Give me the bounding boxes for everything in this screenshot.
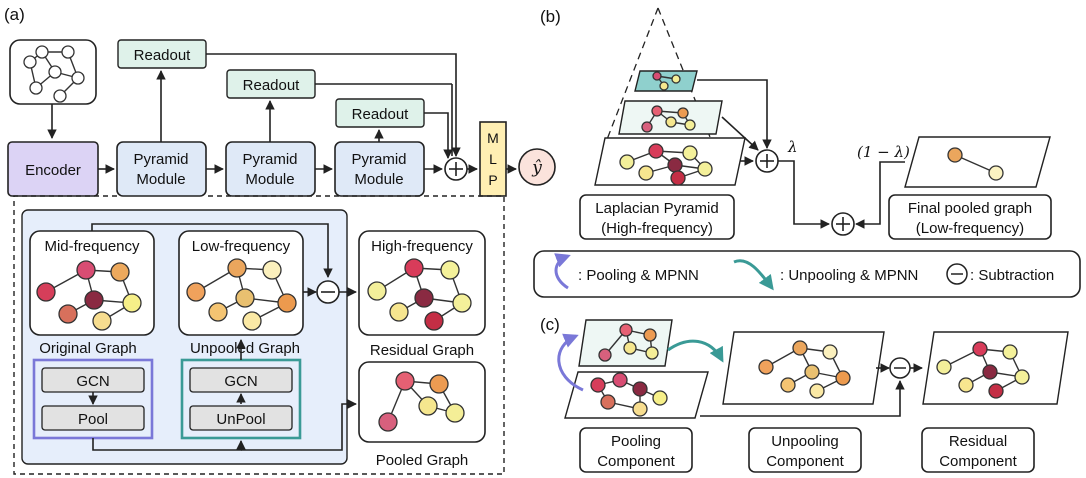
sum-operator bbox=[444, 157, 468, 181]
unpooling-component-graph bbox=[722, 331, 885, 405]
final-label-box: Final pooled graph (Low-frequency) bbox=[888, 194, 1052, 240]
pool-block: Pool bbox=[41, 405, 145, 431]
final-line1: Final pooled graph bbox=[908, 200, 1032, 217]
readout-1: Readout bbox=[117, 39, 207, 69]
pooled-graph bbox=[358, 361, 486, 443]
pool-label: Pool bbox=[78, 411, 108, 428]
legend-subtraction-text: : Subtraction bbox=[970, 267, 1054, 284]
gcn-block-pool: GCN bbox=[41, 367, 145, 393]
legend: : Pooling & MPNN : Unpooling & MPNN : Su… bbox=[533, 250, 1081, 298]
pyramid-module-3-line1: Pyramid bbox=[351, 151, 406, 168]
low-frequency-graph: Low-frequency bbox=[178, 230, 304, 336]
unpooling-arrow bbox=[667, 339, 724, 363]
legend-pooling-text: : Pooling & MPNN bbox=[578, 267, 699, 284]
laplacian-line2: (High-frequency) bbox=[601, 220, 713, 237]
high-frequency-graph: High-frequency bbox=[358, 230, 486, 336]
low-frequency-label: Low-frequency bbox=[192, 238, 291, 255]
component-subtraction-operator bbox=[889, 357, 911, 379]
unpooling-component-label: Unpooling Component bbox=[748, 427, 862, 473]
unpooled-graph-label: Unpooled Graph bbox=[190, 340, 300, 357]
gcn-label-pool: GCN bbox=[76, 373, 109, 390]
residual-graph-label: Residual Graph bbox=[370, 342, 474, 359]
residual-component-graph bbox=[922, 331, 1069, 405]
output-label: ŷ bbox=[531, 158, 542, 178]
mlp-letter-l: L bbox=[489, 151, 497, 167]
pyramid-module-2-line2: Module bbox=[245, 171, 294, 188]
laplacian-label-box: Laplacian Pyramid (High-frequency) bbox=[579, 194, 735, 240]
pooling-arrow bbox=[557, 333, 584, 392]
pooling-component-label: Pooling Component bbox=[579, 427, 693, 473]
lambda-label: λ bbox=[787, 138, 798, 156]
mlp-box: M L P bbox=[479, 121, 507, 197]
gcn-label-unpool: GCN bbox=[224, 373, 257, 390]
residual-component-line1: Residual bbox=[949, 433, 1007, 450]
unpooling-arrow-icon bbox=[733, 259, 774, 291]
pyramid-module-1-line1: Pyramid bbox=[133, 151, 188, 168]
pooling-component-line1: Pooling bbox=[611, 433, 661, 450]
unpool-block: UnPool bbox=[189, 405, 293, 431]
one-minus-lambda-label: (1 − λ) bbox=[857, 143, 910, 161]
pyramid-sum-operator bbox=[755, 149, 779, 173]
panel-label-c: (c) bbox=[540, 315, 560, 334]
pooling-arrow-icon bbox=[554, 253, 571, 290]
pyramid-module-2-line1: Pyramid bbox=[242, 151, 297, 168]
readout-1-label: Readout bbox=[134, 47, 192, 64]
encoder-label: Encoder bbox=[25, 162, 81, 179]
high-frequency-label: High-frequency bbox=[371, 238, 473, 255]
readout-2: Readout bbox=[226, 69, 316, 99]
panel-label-a: (a) bbox=[4, 5, 25, 24]
unpooling-component-line2: Component bbox=[766, 453, 844, 470]
pyramid-module-2: Pyramid Module bbox=[225, 141, 316, 197]
unpool-label: UnPool bbox=[216, 411, 265, 428]
residual-component-label: Residual Component bbox=[921, 427, 1035, 473]
laplacian-line1: Laplacian Pyramid bbox=[595, 200, 718, 217]
final-line2: (Low-frequency) bbox=[916, 220, 1024, 237]
output-node: ŷ bbox=[518, 148, 556, 186]
panel-label-b: (b) bbox=[540, 7, 561, 26]
readout-3: Readout bbox=[335, 98, 425, 128]
subtraction-icon bbox=[946, 263, 968, 285]
mlp-letter-m: M bbox=[487, 130, 499, 146]
original-graph-label: Original Graph bbox=[39, 340, 137, 357]
subtraction-operator bbox=[316, 280, 340, 304]
pooled-graph-label: Pooled Graph bbox=[376, 452, 469, 469]
pooling-component-graphs bbox=[564, 319, 709, 419]
final-pooled-graph bbox=[904, 136, 1051, 188]
mid-frequency-graph: Mid-frequency bbox=[29, 230, 155, 336]
readout-3-label: Readout bbox=[352, 106, 410, 123]
pooling-component-line2: Component bbox=[597, 453, 675, 470]
legend-unpooling-text: : Unpooling & MPNN bbox=[780, 267, 918, 284]
final-sum-operator bbox=[831, 212, 855, 236]
mid-frequency-label: Mid-frequency bbox=[44, 238, 140, 255]
detail-dashed-border bbox=[13, 195, 505, 475]
mlp-letter-p: P bbox=[488, 172, 497, 188]
input-graph bbox=[9, 39, 97, 105]
pyramid-module-3-line2: Module bbox=[354, 171, 403, 188]
laplacian-pyramid bbox=[594, 7, 746, 186]
gcn-block-unpool: GCN bbox=[189, 367, 293, 393]
pyramid-module-3: Pyramid Module bbox=[334, 141, 425, 197]
encoder-box: Encoder bbox=[7, 141, 99, 197]
readout-2-label: Readout bbox=[243, 77, 301, 94]
unpooling-component-line1: Unpooling bbox=[771, 433, 839, 450]
residual-component-line2: Component bbox=[939, 453, 1017, 470]
pyramid-module-1-line2: Module bbox=[136, 171, 185, 188]
pyramid-module-1: Pyramid Module bbox=[116, 141, 207, 197]
